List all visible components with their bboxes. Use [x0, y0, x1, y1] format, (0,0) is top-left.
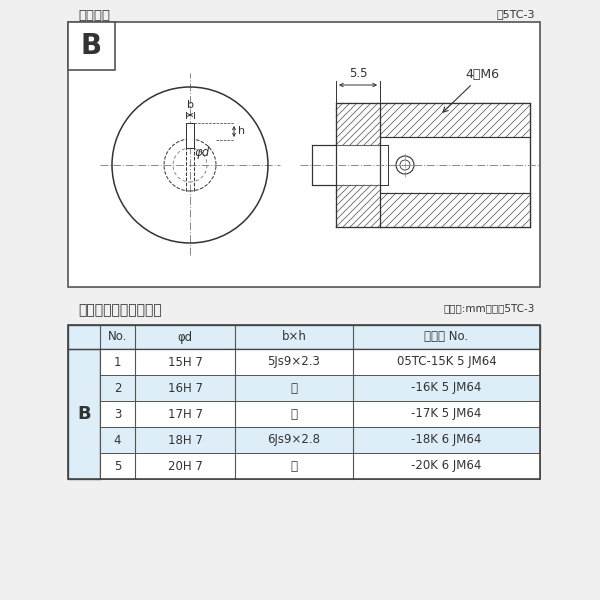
Text: 5.5: 5.5 — [349, 67, 367, 80]
Bar — [68, 325, 540, 479]
Bar — [68, 22, 540, 287]
Text: 20H 7: 20H 7 — [167, 460, 202, 473]
Text: 15H 7: 15H 7 — [167, 355, 202, 368]
Text: 軸穴形状: 軸穴形状 — [78, 9, 110, 22]
Text: B: B — [77, 405, 91, 423]
Text: （単位:mm）　表5TC-3: （単位:mm） 表5TC-3 — [443, 303, 535, 313]
Text: 〃: 〃 — [290, 382, 298, 395]
Text: No.: No. — [108, 331, 127, 343]
Text: 5: 5 — [114, 460, 121, 473]
Text: φd: φd — [178, 331, 193, 343]
Text: -16K 5 JM64: -16K 5 JM64 — [412, 382, 482, 395]
Text: h: h — [238, 127, 245, 136]
Text: 4: 4 — [114, 433, 121, 446]
Text: 4－M6: 4－M6 — [443, 68, 499, 112]
Bar — [100, 349, 540, 375]
Text: 1: 1 — [114, 355, 121, 368]
Bar — [380, 103, 530, 137]
Text: B: B — [81, 32, 102, 60]
Text: 6Js9×2.8: 6Js9×2.8 — [268, 433, 320, 446]
Text: b: b — [187, 100, 193, 110]
Text: 16H 7: 16H 7 — [167, 382, 203, 395]
Text: 〃: 〃 — [290, 407, 298, 421]
Bar — [100, 427, 540, 453]
Text: -18K 6 JM64: -18K 6 JM64 — [412, 433, 482, 446]
Text: 2: 2 — [114, 382, 121, 395]
Bar — [312, 145, 336, 185]
Bar — [100, 401, 540, 427]
Bar — [336, 103, 380, 145]
Text: 5Js9×2.3: 5Js9×2.3 — [268, 355, 320, 368]
Bar — [380, 193, 530, 227]
Text: 3: 3 — [114, 407, 121, 421]
Bar — [186, 123, 194, 148]
Text: 18H 7: 18H 7 — [167, 433, 202, 446]
Bar — [336, 185, 380, 227]
Text: φd: φd — [194, 146, 209, 159]
Text: 17H 7: 17H 7 — [167, 407, 203, 421]
Text: 〃: 〃 — [290, 460, 298, 473]
Bar — [68, 22, 115, 70]
Bar — [68, 325, 100, 479]
Bar — [100, 453, 540, 479]
Bar — [68, 325, 540, 349]
Text: 図5TC-3: 図5TC-3 — [497, 9, 535, 19]
Bar — [380, 103, 530, 227]
Bar — [100, 375, 540, 401]
Text: 05TC-15K 5 JM64: 05TC-15K 5 JM64 — [397, 355, 496, 368]
Text: -17K 5 JM64: -17K 5 JM64 — [412, 407, 482, 421]
Text: b×h: b×h — [281, 331, 307, 343]
Text: 軸穴形状コード一覧表: 軸穴形状コード一覧表 — [78, 303, 162, 317]
Text: コード No.: コード No. — [424, 331, 469, 343]
Text: -20K 6 JM64: -20K 6 JM64 — [412, 460, 482, 473]
